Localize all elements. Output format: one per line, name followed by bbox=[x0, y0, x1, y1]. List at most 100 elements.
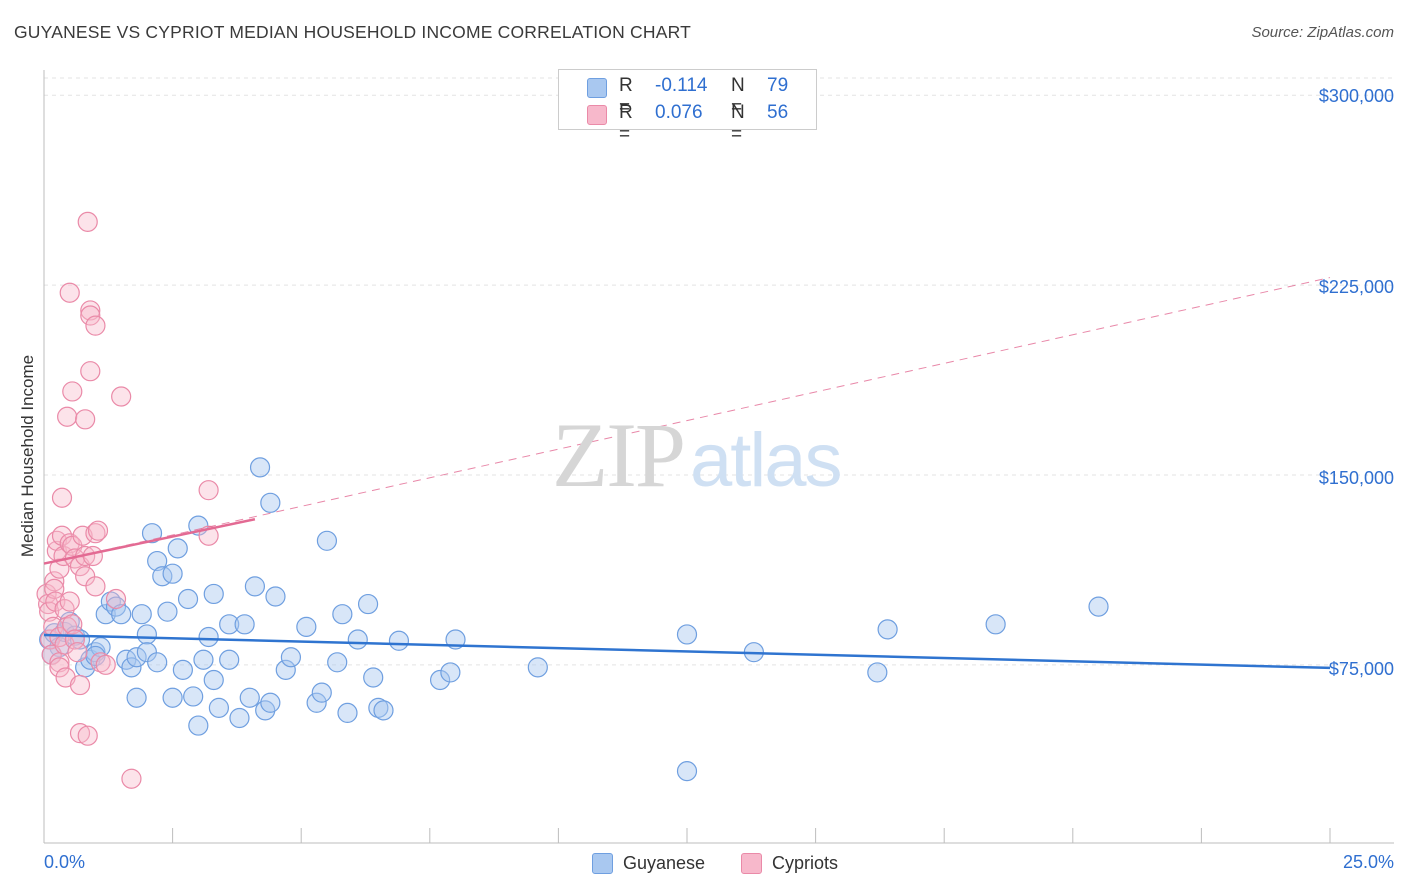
cypriots-point bbox=[75, 566, 96, 587]
chart-title: GUYANESE VS CYPRIOT MEDIAN HOUSEHOLD INC… bbox=[14, 22, 691, 42]
n-value: 56 bbox=[767, 102, 789, 123]
guyanese-trend-line bbox=[43, 633, 1331, 670]
trend-lines bbox=[43, 277, 1331, 670]
y-tick-label: $225,000 bbox=[1318, 277, 1394, 297]
cypriots-point bbox=[80, 361, 101, 382]
guyanese-point bbox=[363, 667, 384, 688]
cypriots-point bbox=[67, 642, 88, 663]
guyanese-point bbox=[357, 593, 379, 615]
x-tick-label-max: 25.0% bbox=[1342, 852, 1394, 872]
gridlines bbox=[44, 77, 1394, 666]
guyanese-point bbox=[162, 687, 183, 708]
cypriots-point bbox=[44, 571, 65, 592]
guyanese-point bbox=[203, 669, 224, 691]
guyanese-point bbox=[126, 647, 147, 668]
axes bbox=[43, 70, 1394, 844]
guyanese-point bbox=[676, 624, 698, 645]
guyanese-point bbox=[157, 601, 178, 622]
n-label: N = bbox=[731, 102, 745, 145]
guyanese-point bbox=[121, 657, 142, 678]
cypriots-point bbox=[51, 487, 73, 508]
cypriots-point bbox=[95, 654, 116, 675]
guyanese-point bbox=[141, 523, 163, 544]
cypriots-point bbox=[90, 652, 111, 673]
cypriots-trend-line bbox=[43, 518, 256, 565]
guyanese-point bbox=[111, 604, 132, 625]
x-tick-label-min: 0.0% bbox=[44, 852, 86, 872]
guyanese-point bbox=[316, 530, 338, 551]
cypriots-point bbox=[85, 315, 106, 336]
guyanese-point bbox=[167, 538, 188, 559]
guyanese-point bbox=[527, 657, 548, 678]
guyanese-point bbox=[193, 649, 214, 670]
cypriots-point bbox=[51, 525, 73, 546]
guyanese-point bbox=[188, 715, 209, 736]
legend-label: Guyanese bbox=[623, 853, 706, 873]
guyanese-point bbox=[208, 697, 229, 718]
cypriots-point bbox=[62, 614, 83, 635]
cypriots-point bbox=[69, 674, 91, 696]
cypriots-point bbox=[57, 406, 78, 427]
data-points bbox=[36, 211, 1109, 789]
cypriots-point bbox=[80, 305, 101, 326]
guyanese-point bbox=[219, 614, 240, 635]
cypriots-trend-extension bbox=[43, 277, 1331, 565]
guyanese-point bbox=[172, 659, 193, 680]
guyanese-point bbox=[234, 614, 255, 635]
guyanese-point bbox=[388, 630, 410, 651]
r-value: 0.076 bbox=[655, 102, 703, 123]
guyanese-point bbox=[136, 624, 157, 645]
r-value: -0.114 bbox=[655, 75, 708, 96]
guyanese-point bbox=[162, 563, 183, 584]
cypriots-point bbox=[198, 480, 219, 501]
cypriots-point bbox=[121, 768, 142, 789]
cypriots-point bbox=[80, 300, 101, 321]
cypriots-point bbox=[69, 723, 91, 744]
guyanese-point bbox=[275, 659, 296, 680]
cypriots-point bbox=[59, 591, 80, 612]
cypriots-point bbox=[59, 282, 80, 303]
guyanese-point bbox=[337, 702, 358, 724]
guyanese-point bbox=[877, 619, 898, 640]
guyanese-point bbox=[429, 669, 451, 691]
cypriots-point bbox=[111, 386, 132, 407]
r-label: R = bbox=[619, 102, 633, 145]
cypriots-swatch bbox=[741, 853, 762, 874]
guyanese-point bbox=[203, 583, 224, 605]
cypriots-swatch bbox=[587, 105, 607, 125]
y-tick-label: $300,000 bbox=[1318, 86, 1394, 106]
guyanese-point bbox=[177, 588, 199, 610]
cypriots-point bbox=[77, 725, 98, 746]
guyanese-point bbox=[131, 604, 152, 625]
cypriots-point bbox=[39, 601, 60, 622]
guyanese-point bbox=[280, 647, 302, 668]
watermark-zip: ZIP bbox=[552, 404, 686, 506]
guyanese-point bbox=[867, 662, 888, 683]
y-axis-label: Median Household Income bbox=[18, 354, 37, 558]
cypriots-point bbox=[77, 211, 98, 232]
cypriots-point bbox=[75, 409, 96, 430]
guyanese-point bbox=[147, 652, 168, 673]
n-value: 79 bbox=[767, 75, 789, 96]
guyanese-point bbox=[306, 692, 327, 713]
cypriots-point bbox=[59, 533, 80, 554]
y-tick-label: $75,000 bbox=[1328, 659, 1394, 679]
r-label: R = bbox=[619, 75, 633, 118]
stats-legend: R = -0.114 N = 79 R = 0.076 N = 56 bbox=[558, 69, 817, 145]
guyanese-point bbox=[198, 626, 219, 648]
source-credit: Source: ZipAtlas.com bbox=[1251, 24, 1394, 41]
guyanese-point bbox=[311, 682, 332, 703]
guyanese-point bbox=[126, 687, 147, 708]
cypriots-point bbox=[62, 381, 83, 402]
cypriots-point bbox=[49, 657, 70, 678]
guyanese-point bbox=[183, 686, 204, 707]
n-label: N = bbox=[731, 75, 745, 118]
watermark: ZIPatlas bbox=[552, 402, 843, 508]
guyanese-point bbox=[147, 550, 168, 572]
series-legend: Guyanese Cypriots bbox=[0, 852, 1406, 878]
guyanese-point bbox=[136, 642, 157, 663]
watermark-atlas: atlas bbox=[690, 418, 843, 503]
guyanese-point bbox=[244, 576, 266, 597]
cypriots-point bbox=[105, 588, 127, 610]
